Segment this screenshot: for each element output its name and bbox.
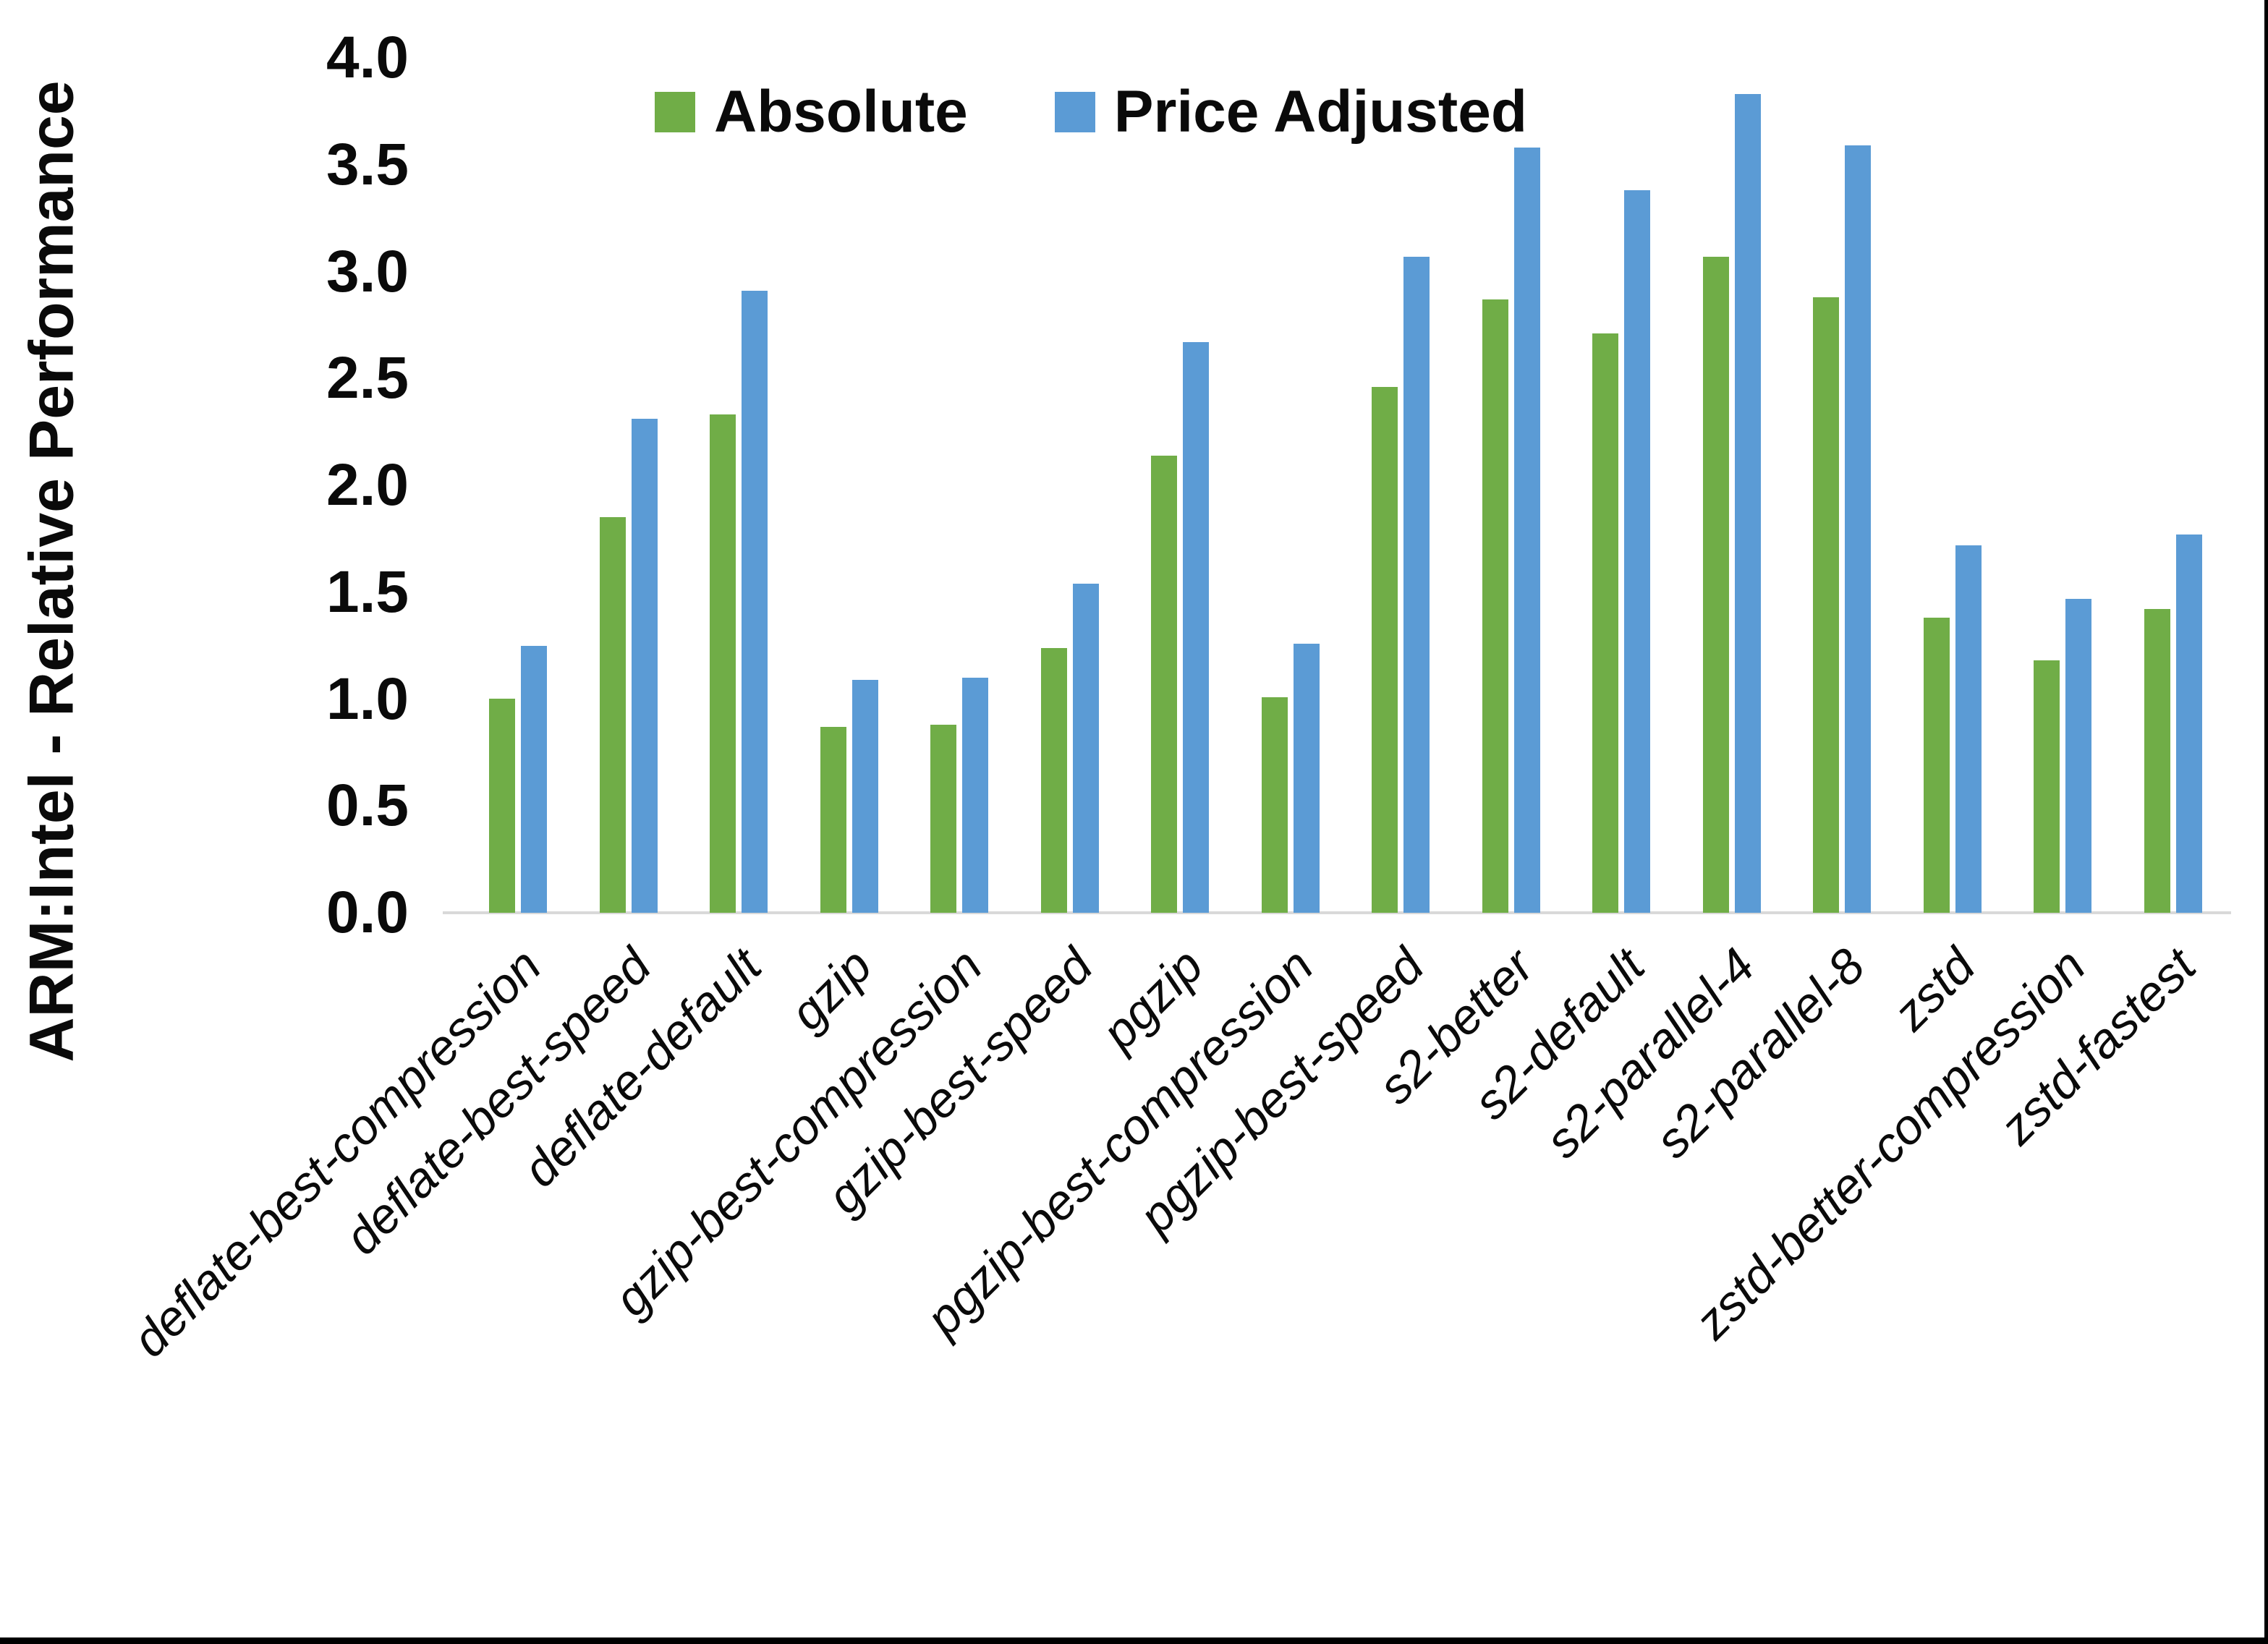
bar-absolute xyxy=(1482,299,1508,913)
bar-price-adjusted xyxy=(2065,599,2092,913)
bar-absolute xyxy=(1040,648,1067,913)
bar-group-deflate-best-speed xyxy=(574,58,684,913)
y-tick-label: 2.0 xyxy=(326,452,409,518)
bar-absolute xyxy=(1923,618,1950,913)
bar-group-pgzip-best-speed xyxy=(1346,58,1456,913)
bar-group-deflate-default xyxy=(684,58,794,913)
y-tick-label: 0.0 xyxy=(326,880,409,945)
bar-group-s2-parallel-8 xyxy=(1787,58,1898,913)
bar-group-gzip-best-compression xyxy=(904,58,1015,913)
y-tick-label: 2.5 xyxy=(326,345,409,412)
bar-price-adjusted xyxy=(1183,342,1210,913)
bar-price-adjusted xyxy=(1734,94,1761,913)
y-tick-label: 1.5 xyxy=(326,558,409,625)
bar-price-adjusted xyxy=(1513,148,1540,913)
bar-price-adjusted xyxy=(1955,545,1982,913)
bar-absolute xyxy=(1261,697,1288,913)
bar-group-s2-default xyxy=(1566,58,1677,913)
bar-price-adjusted xyxy=(1624,190,1651,913)
legend-item-price-adjusted: Price Adjusted xyxy=(1054,78,1527,146)
y-tick-label: 3.5 xyxy=(326,131,409,197)
bar-group-zstd xyxy=(1898,58,2008,913)
legend-swatch-absolute xyxy=(655,92,695,132)
bar-price-adjusted xyxy=(851,680,878,913)
bar-absolute xyxy=(1372,387,1398,913)
bar-group-pgzip xyxy=(1125,58,1236,913)
bar-absolute xyxy=(930,725,957,913)
legend-swatch-price-adjusted xyxy=(1054,92,1095,132)
bar-group-s2-better xyxy=(1456,58,1567,913)
bar-price-adjusted xyxy=(1845,145,1872,913)
y-tick-label: 1.0 xyxy=(326,665,409,732)
bar-absolute xyxy=(1702,257,1729,913)
bar-absolute xyxy=(599,517,626,913)
x-tick-label: zstd xyxy=(1882,938,1986,1042)
y-axis-title: ARM:Intel - Relative Performance xyxy=(17,80,87,1062)
bar-price-adjusted xyxy=(521,646,548,913)
bar-group-gzip xyxy=(794,58,905,913)
bar-group-s2-parallel-4 xyxy=(1677,58,1788,913)
bar-absolute xyxy=(2034,660,2060,913)
bar-price-adjusted xyxy=(631,419,658,913)
bar-absolute xyxy=(820,727,846,913)
legend: Absolute Price Adjusted xyxy=(655,78,1527,146)
bar-absolute xyxy=(1151,456,1178,913)
bar-price-adjusted xyxy=(742,291,768,913)
bar-price-adjusted xyxy=(962,678,989,913)
bar-absolute xyxy=(1592,333,1619,913)
bar-group-zstd-fastest xyxy=(2118,58,2229,913)
legend-label-absolute: Absolute xyxy=(714,79,968,145)
bar-absolute xyxy=(1813,297,1840,913)
bar-price-adjusted xyxy=(1293,644,1320,913)
bar-group-deflate-best-compression xyxy=(463,58,574,913)
bar-price-adjusted xyxy=(2175,534,2202,913)
legend-label-price-adjusted: Price Adjusted xyxy=(1113,79,1527,145)
bar-price-adjusted xyxy=(1072,584,1099,913)
bar-group-gzip-best-speed xyxy=(1015,58,1126,913)
bar-group-pgzip-best-compression xyxy=(1236,58,1346,913)
bar-absolute xyxy=(710,414,736,913)
y-tick-label: 0.5 xyxy=(326,772,409,839)
x-axis-line xyxy=(443,911,2231,914)
bar-group-zstd-better-compression xyxy=(2008,58,2118,913)
bar-absolute xyxy=(489,699,516,913)
y-tick-label: 3.0 xyxy=(326,238,409,304)
bar-absolute xyxy=(2144,609,2170,913)
x-tick-label: deflate-best-compression xyxy=(122,938,552,1368)
y-tick-label: 4.0 xyxy=(326,25,409,90)
bar-price-adjusted xyxy=(1403,257,1430,913)
legend-item-absolute: Absolute xyxy=(655,78,968,146)
x-tick-label: gzip xyxy=(779,938,883,1042)
